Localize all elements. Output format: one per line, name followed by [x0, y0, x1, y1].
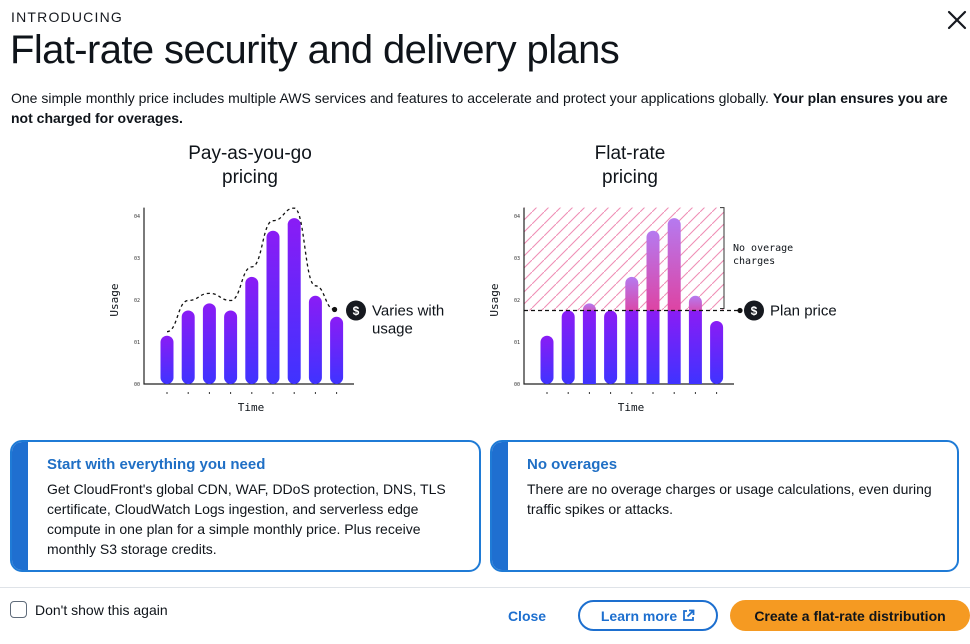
usage-curve-end-dot [332, 306, 338, 313]
usage-curve [166, 207, 335, 333]
no-overages-card: No overages There are no overage charges… [490, 440, 959, 572]
learn-more-button[interactable]: Learn more [578, 600, 718, 631]
y-tick-label: 03 [134, 256, 140, 262]
y-tick-label: 03 [514, 256, 520, 262]
flat-rate-chart: Flat-rate pricing 00 01 02 03 04 Usage Time No ov… [460, 140, 880, 420]
checkbox-box[interactable] [10, 601, 27, 618]
y-tick-label: 01 [134, 340, 140, 346]
bar [710, 321, 724, 384]
y-tick-label: 02 [134, 298, 140, 304]
dollar-icon: $ [744, 300, 764, 321]
bar [646, 310, 660, 384]
overage-bar-segment [625, 276, 639, 317]
card-title: Start with everything you need [47, 456, 266, 473]
y-tick-label: 00 [134, 382, 140, 388]
footer-divider [0, 587, 970, 588]
bar [224, 310, 238, 384]
chart-axis [523, 207, 734, 385]
chart-axis [143, 207, 354, 385]
card-body: There are no overage charges or usage ca… [527, 481, 932, 517]
chart-title-line: pricing [602, 167, 658, 188]
intro-text-plain: One simple monthly price includes multip… [11, 90, 773, 106]
chart-annotation: usage [372, 321, 413, 338]
bar [688, 310, 702, 384]
y-tick-label: 01 [514, 340, 520, 346]
y-tick-label: 02 [514, 298, 520, 304]
y-tick-label: 04 [514, 214, 520, 220]
x-axis-label: Time [238, 401, 265, 414]
x-axis-label: Time [618, 401, 645, 414]
bar [160, 335, 174, 384]
y-tick-label: 04 [134, 214, 140, 220]
bar [330, 316, 344, 384]
bar [308, 295, 322, 384]
no-overage-bracket [720, 207, 725, 309]
bar [202, 303, 216, 384]
intro-text: One simple monthly price includes multip… [11, 88, 951, 128]
bar [245, 276, 259, 384]
intro-text-bold: Your plan ensures you are not charged fo… [11, 90, 948, 126]
page-title: Flat-rate security and delivery plans [10, 28, 620, 72]
plan-price-dot [737, 307, 743, 314]
create-flat-rate-distribution-button[interactable]: Create a flat-rate distribution [730, 600, 970, 631]
close-icon[interactable] [946, 9, 968, 31]
eyebrow-label: INTRODUCING [11, 9, 123, 25]
external-link-icon [683, 609, 695, 621]
bar [604, 310, 618, 384]
pay-as-you-go-chart: Pay-as-you-go pricing 00 01 02 03 04 Usage Time $… [80, 140, 500, 420]
learn-more-label: Learn more [600, 607, 678, 624]
no-overage-note: charges [733, 256, 775, 267]
bar [287, 218, 301, 384]
bar [540, 335, 554, 384]
everything-you-need-card: Start with everything you need Get Cloud… [10, 440, 481, 572]
card-body: Get CloudFront's global CDN, WAF, DDoS p… [47, 481, 446, 557]
svg-text:$: $ [751, 304, 758, 318]
overage-bar-segment [667, 218, 681, 317]
no-overage-region [524, 207, 724, 311]
y-tick-label: 00 [514, 382, 520, 388]
y-axis-label: Usage [488, 283, 501, 316]
bar [561, 310, 575, 384]
svg-text:$: $ [353, 304, 360, 318]
bar [181, 310, 195, 384]
chart-title-line: Pay-as-you-go [188, 143, 312, 164]
close-button[interactable]: Close [498, 600, 556, 631]
chart-annotation: Plan price [770, 303, 837, 320]
card-title: No overages [527, 456, 618, 473]
dont-show-again-checkbox[interactable]: Don't show this again [10, 601, 168, 618]
no-overage-note: No overage [733, 243, 793, 254]
chart-title-line: Flat-rate [595, 143, 666, 164]
bar [625, 310, 639, 384]
bar [266, 230, 280, 384]
y-axis-label: Usage [108, 283, 121, 316]
bar [582, 310, 596, 384]
chart-title-line: pricing [222, 167, 278, 188]
overage-bar-segment [646, 230, 660, 317]
dont-show-again-label: Don't show this again [35, 601, 168, 618]
chart-annotation: Varies with [372, 303, 444, 320]
bar [667, 310, 681, 384]
dollar-icon: $ [346, 300, 366, 321]
